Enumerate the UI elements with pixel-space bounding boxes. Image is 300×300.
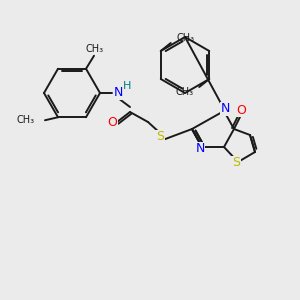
Text: N: N (220, 103, 230, 116)
Text: O: O (107, 116, 117, 130)
Text: S: S (156, 130, 164, 143)
Text: CH₃: CH₃ (175, 87, 193, 97)
Text: H: H (123, 81, 131, 91)
Text: CH₃: CH₃ (177, 33, 195, 43)
Text: CH₃: CH₃ (86, 44, 104, 54)
Text: N: N (113, 86, 123, 100)
Text: O: O (236, 103, 246, 116)
Text: N: N (195, 142, 205, 155)
Text: CH₃: CH₃ (17, 115, 35, 125)
Text: S: S (232, 157, 240, 169)
